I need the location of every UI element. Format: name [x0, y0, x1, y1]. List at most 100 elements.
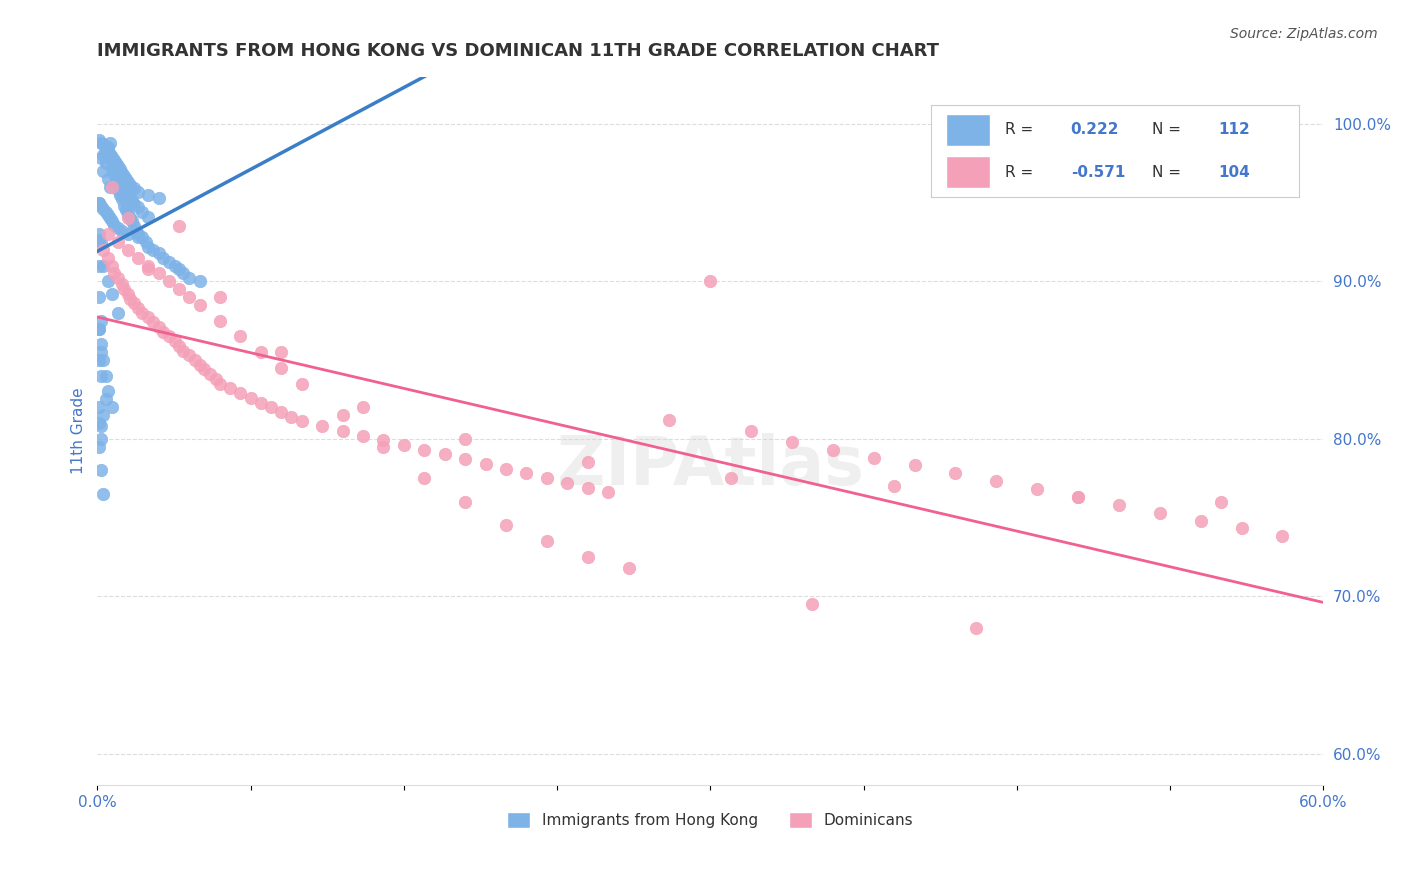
- Point: [454, 452, 477, 467]
- Point: [100, 286, 122, 301]
- Point: [93, 353, 115, 368]
- Point: [100, 150, 122, 164]
- Point: [219, 381, 242, 395]
- Point: [103, 153, 125, 167]
- Point: [1108, 498, 1130, 512]
- Point: [720, 471, 742, 485]
- Point: [89, 259, 111, 273]
- Point: [148, 191, 170, 205]
- Point: [821, 442, 844, 457]
- Point: [89, 321, 111, 335]
- Point: [208, 313, 231, 327]
- Point: [89, 353, 111, 368]
- Point: [167, 219, 190, 234]
- Point: [172, 343, 194, 358]
- Point: [495, 461, 517, 475]
- Point: [90, 337, 112, 351]
- Point: [89, 233, 111, 247]
- Point: [122, 219, 145, 234]
- Point: [986, 474, 1008, 488]
- Point: [104, 162, 127, 177]
- Point: [89, 195, 111, 210]
- Point: [179, 348, 201, 362]
- Point: [97, 140, 120, 154]
- Point: [89, 290, 111, 304]
- Point: [883, 479, 905, 493]
- Point: [107, 235, 129, 249]
- Point: [117, 227, 139, 241]
- Point: [127, 230, 149, 244]
- Point: [576, 549, 599, 564]
- Point: [89, 227, 111, 241]
- Point: [94, 205, 117, 219]
- Point: [270, 405, 292, 419]
- Point: [131, 230, 153, 244]
- Point: [352, 401, 374, 415]
- Point: [111, 166, 134, 180]
- Point: [97, 208, 120, 222]
- Point: [699, 274, 721, 288]
- Point: [89, 416, 111, 430]
- Point: [89, 401, 111, 415]
- Point: [157, 255, 180, 269]
- Point: [118, 292, 141, 306]
- Point: [127, 227, 149, 241]
- Point: [107, 306, 129, 320]
- Point: [270, 360, 292, 375]
- Point: [179, 271, 201, 285]
- Point: [454, 494, 477, 508]
- Point: [127, 185, 149, 199]
- Point: [138, 261, 160, 276]
- Point: [94, 368, 117, 383]
- Point: [112, 282, 135, 296]
- Point: [127, 301, 149, 315]
- Point: [352, 428, 374, 442]
- Text: Source: ZipAtlas.com: Source: ZipAtlas.com: [1230, 27, 1378, 41]
- Point: [108, 162, 131, 177]
- Point: [179, 290, 201, 304]
- Point: [862, 450, 884, 465]
- Point: [167, 261, 190, 276]
- Point: [90, 419, 112, 434]
- Point: [90, 368, 112, 383]
- Point: [117, 185, 139, 199]
- Point: [658, 413, 681, 427]
- Point: [97, 172, 120, 186]
- Point: [184, 353, 207, 368]
- Point: [515, 467, 537, 481]
- Point: [270, 345, 292, 359]
- Point: [98, 211, 121, 226]
- Point: [98, 179, 121, 194]
- Point: [97, 274, 120, 288]
- Point: [107, 183, 129, 197]
- Point: [122, 197, 145, 211]
- Point: [122, 181, 145, 195]
- Point: [260, 401, 283, 415]
- Point: [93, 487, 115, 501]
- Point: [904, 458, 927, 473]
- Point: [536, 471, 558, 485]
- Point: [392, 438, 415, 452]
- Point: [148, 246, 170, 260]
- Point: [104, 156, 127, 170]
- Point: [1067, 490, 1090, 504]
- Point: [163, 259, 186, 273]
- Point: [127, 251, 149, 265]
- Point: [127, 200, 149, 214]
- Point: [100, 259, 122, 273]
- Point: [89, 440, 111, 454]
- Point: [138, 210, 160, 224]
- Point: [740, 424, 762, 438]
- Point: [138, 310, 160, 325]
- Point: [89, 132, 111, 146]
- Point: [229, 329, 252, 343]
- Point: [98, 136, 121, 150]
- Point: [111, 224, 134, 238]
- Point: [332, 424, 354, 438]
- Point: [205, 372, 228, 386]
- Point: [112, 169, 135, 183]
- Point: [117, 286, 139, 301]
- Point: [172, 267, 194, 281]
- Point: [188, 298, 211, 312]
- Point: [198, 367, 221, 381]
